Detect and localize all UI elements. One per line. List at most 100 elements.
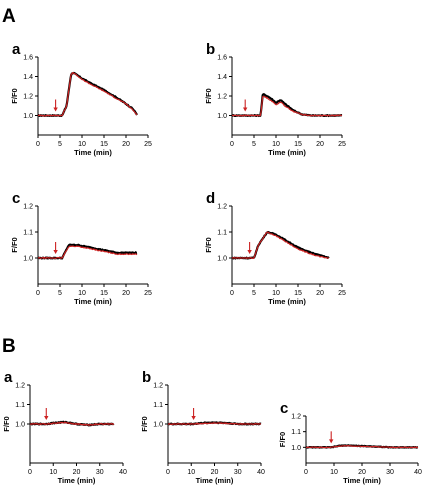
x-tick-label: 10 [78,290,86,297]
x-tick-label: 20 [122,141,130,148]
x-tick-label: 10 [49,469,57,476]
series-line-1 [37,71,138,118]
x-tick-label: 20 [316,141,324,148]
y-axis-label: F/F0 [204,88,213,103]
chart-panel-b-a: 1.0 1.1 1.2 0 10 20 30 40 Time (min) F/F0 a [2,369,127,485]
y-tick-label: 1.4 [217,74,227,81]
y-axis-label: F/F0 [140,416,149,431]
x-tick-label: 5 [58,290,62,297]
x-tick-label: 0 [166,469,170,476]
stimulus-arrow-head [243,107,248,112]
stimulus-arrow-head [44,416,49,420]
x-tick-label: 20 [211,469,219,476]
x-tick-label: 25 [338,290,346,297]
x-tick-label: 10 [272,141,280,148]
chart-panel-a-b: 1.0 1.2 1.4 1.6 0 5 10 15 20 25 Time (min) F/F0 b [204,41,346,157]
x-tick-label: 20 [316,290,324,297]
panel-label: c [280,400,288,417]
x-axis-label: Time (min) [268,148,306,157]
section-label-b: B [2,336,16,357]
series-line-1 [231,93,343,118]
x-tick-label: 0 [28,469,32,476]
x-axis-label: Time (min) [74,148,112,157]
x-tick-label: 30 [96,469,104,476]
y-tick-label: 1.0 [23,256,33,263]
x-tick-label: 20 [358,469,366,476]
x-axis-label: Time (min) [343,476,381,485]
x-tick-label: 0 [230,141,234,148]
chart-panel-a-d: 1.0 1.1 1.2 0 5 10 15 20 25 Time (min) F/F0 d [204,190,346,306]
stimulus-arrow-head [247,250,252,254]
x-tick-label: 15 [100,290,108,297]
y-tick-label: 1.2 [15,383,25,390]
x-tick-label: 25 [144,290,152,297]
x-tick-label: 5 [58,141,62,148]
chart-panel-b-c: 1.0 1.1 1.2 0 10 20 30 40 Time (min) F/F0 c [278,400,422,485]
series-line-2 [37,72,138,117]
panel-label: a [4,369,13,386]
y-tick-label: 1.2 [217,94,227,101]
y-tick-label: 1.2 [23,94,33,101]
y-tick-label: 1.0 [15,422,25,429]
x-tick-label: 0 [304,469,308,476]
x-tick-label: 30 [386,469,394,476]
x-tick-label: 0 [230,290,234,297]
x-tick-label: 10 [78,141,86,148]
stimulus-arrow-head [53,107,58,112]
x-tick-label: 25 [144,141,152,148]
x-tick-label: 40 [257,469,265,476]
x-tick-label: 10 [330,469,338,476]
y-axis-label: F/F0 [10,88,19,103]
series-line-2 [37,245,138,260]
y-axis-label: F/F0 [10,237,19,252]
x-tick-label: 10 [187,469,195,476]
x-tick-label: 25 [338,141,346,148]
panel-label: a [12,41,21,58]
y-axis-label: F/F0 [2,416,11,431]
series-line-1 [37,243,138,260]
y-tick-label: 1.1 [291,429,301,436]
y-tick-label: 1.0 [23,113,33,120]
y-tick-label: 1.1 [217,230,227,237]
y-tick-label: 1.2 [153,383,163,390]
series-line-2 [231,231,330,259]
panel-label: b [206,41,215,58]
x-tick-label: 5 [252,290,256,297]
stimulus-arrow-head [53,250,58,254]
y-tick-label: 1.6 [23,55,33,62]
y-tick-label: 1.4 [23,74,33,81]
stimulus-arrow-head [329,439,334,444]
panel-label: c [12,190,20,207]
x-tick-label: 15 [100,141,108,148]
x-axis-label: Time (min) [58,476,96,485]
y-tick-label: 1.2 [217,204,227,211]
section-label-a: A [2,6,16,27]
y-tick-label: 1.2 [291,414,301,421]
y-tick-label: 1.1 [23,230,33,237]
x-tick-label: 0 [36,141,40,148]
x-tick-label: 0 [36,290,40,297]
panel-label: b [142,369,151,386]
x-tick-label: 10 [272,290,280,297]
series-line-2 [305,445,419,449]
y-tick-label: 1.0 [217,113,227,120]
x-tick-label: 5 [252,141,256,148]
x-tick-label: 30 [234,469,242,476]
x-tick-label: 40 [119,469,127,476]
x-tick-label: 15 [294,290,302,297]
x-axis-label: Time (min) [268,297,306,306]
series-line-2 [231,95,343,117]
x-tick-label: 40 [414,469,422,476]
chart-panel-a-a: 1.0 1.2 1.4 1.6 0 5 10 15 20 25 Time (min) F/F0 a [10,41,152,157]
chart-panel-b-b: 1.0 1.1 1.2 0 10 20 30 40 Time (min) F/F0 b [140,369,265,485]
series-line-2 [29,421,115,426]
x-tick-label: 15 [294,141,302,148]
y-tick-label: 1.1 [15,402,25,409]
y-tick-label: 1.0 [291,445,301,452]
x-tick-label: 20 [73,469,81,476]
chart-panel-a-c: 1.0 1.1 1.2 0 5 10 15 20 25 Time (min) F/F0 c [10,190,152,306]
y-tick-label: 1.0 [153,422,163,429]
series-line-2 [167,422,262,426]
